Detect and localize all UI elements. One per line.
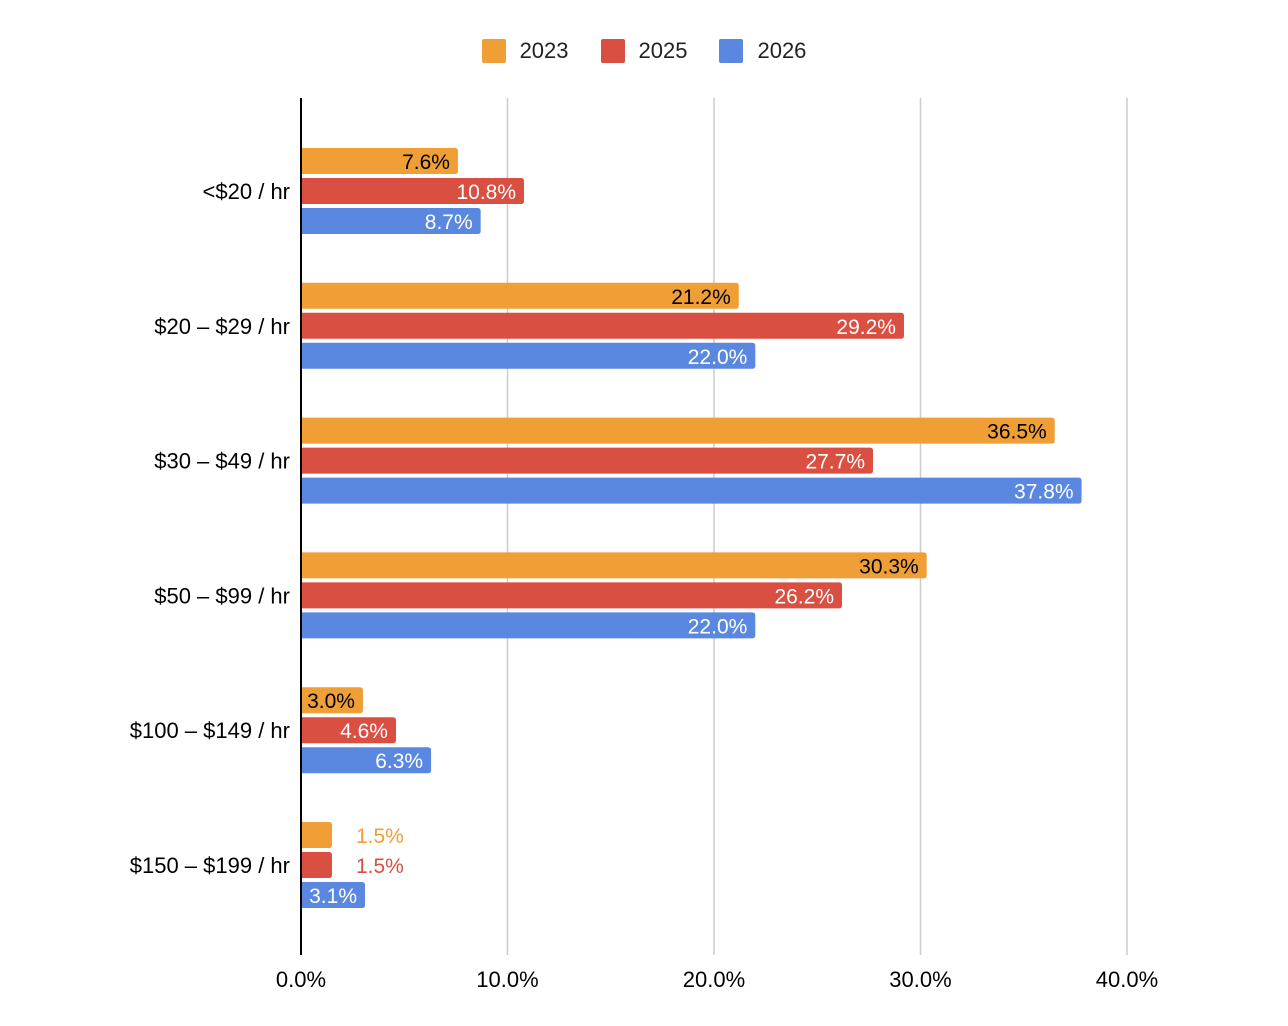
legend-swatch-2023 [481, 39, 506, 63]
legend-item-2023[interactable]: 2023 [481, 38, 569, 64]
x-tick-label: 10.0% [476, 967, 538, 992]
bar [301, 747, 432, 774]
bar [301, 822, 332, 848]
y-category-label: <$20 / hr [203, 179, 290, 204]
data-label: 26.2% [774, 585, 834, 608]
data-label: 29.2% [836, 316, 896, 339]
legend-label-2026: 2026 [757, 38, 807, 63]
data-label: 3.1% [309, 885, 357, 908]
bar [301, 552, 927, 579]
data-label: 1.5% [356, 825, 404, 848]
bar [301, 477, 1082, 504]
bar [301, 717, 396, 744]
x-tick-label: 30.0% [889, 967, 951, 992]
data-label: 3.0% [307, 690, 355, 713]
data-label: 8.7% [425, 211, 473, 234]
bar [301, 178, 525, 204]
data-label: 22.0% [688, 346, 748, 369]
legend-swatch-2025 [600, 39, 625, 63]
bar [301, 612, 756, 639]
data-label: 21.2% [671, 286, 731, 309]
bar [301, 417, 1055, 444]
data-label: 10.8% [456, 181, 516, 204]
y-category-label: $30 – $49 / hr [154, 449, 290, 474]
bar [301, 447, 874, 474]
bar [301, 582, 843, 609]
y-category-label: $20 – $29 / hr [154, 314, 290, 339]
bar [301, 342, 756, 369]
bar [301, 208, 481, 234]
legend: 2023 2025 2026 [0, 36, 1288, 66]
data-label: 6.3% [375, 750, 423, 773]
bar [301, 852, 332, 878]
bar [301, 882, 366, 908]
bar [301, 312, 904, 339]
data-label: 4.6% [340, 720, 388, 743]
x-tick-label: 0.0% [276, 967, 326, 992]
data-label: 1.5% [356, 855, 404, 878]
legend-swatch-2026 [719, 39, 744, 63]
legend-label-2025: 2025 [638, 38, 688, 63]
y-category-label: $150 – $199 / hr [130, 853, 290, 878]
y-category-label: $50 – $99 / hr [154, 583, 290, 608]
x-tick-label: 40.0% [1096, 967, 1158, 992]
bar [301, 687, 363, 714]
x-tick-label: 20.0% [683, 967, 745, 992]
legend-label-2023: 2023 [519, 38, 569, 63]
data-label: 22.0% [688, 615, 748, 638]
y-category-label: $100 – $149 / hr [130, 718, 290, 743]
bar [301, 282, 739, 309]
bar [301, 148, 458, 174]
legend-item-2026[interactable]: 2026 [719, 38, 806, 64]
data-label: 27.7% [805, 451, 865, 474]
data-label: 30.3% [859, 555, 919, 578]
legend-item-2025[interactable]: 2025 [600, 38, 688, 64]
data-label: 37.8% [1014, 481, 1074, 504]
data-label: 36.5% [987, 421, 1047, 444]
data-label: 7.6% [402, 151, 450, 174]
